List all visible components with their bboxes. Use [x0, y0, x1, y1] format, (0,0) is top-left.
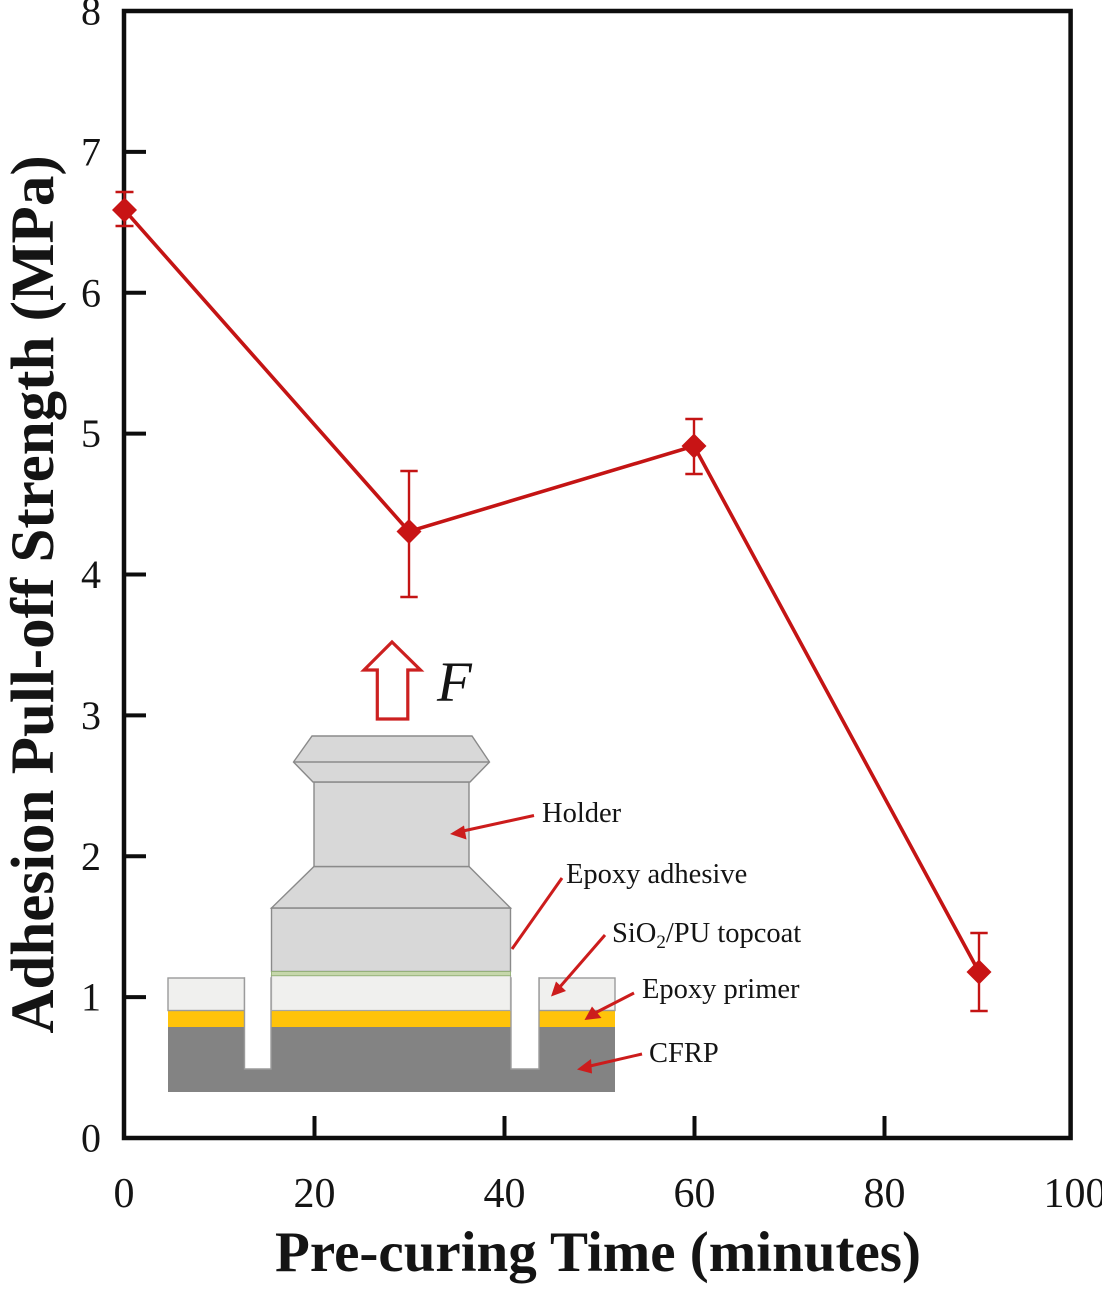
- svg-text:100: 100: [1044, 1171, 1102, 1217]
- svg-text:5: 5: [81, 411, 101, 456]
- svg-text:1: 1: [81, 975, 101, 1020]
- svg-text:7: 7: [81, 129, 101, 174]
- svg-text:20: 20: [294, 1171, 336, 1217]
- svg-text:6: 6: [81, 270, 101, 315]
- svg-text:80: 80: [864, 1171, 906, 1217]
- svg-text:8: 8: [81, 0, 101, 34]
- svg-text:0: 0: [81, 1116, 101, 1161]
- svg-text:Pre-curing Time (minutes): Pre-curing Time (minutes): [275, 1221, 921, 1284]
- svg-text:Epoxy adhesive: Epoxy adhesive: [566, 859, 747, 890]
- svg-text:Adhesion Pull-off Strength (MP: Adhesion Pull-off Strength (MPa): [0, 155, 67, 1033]
- svg-text:3: 3: [81, 693, 101, 738]
- svg-text:0: 0: [114, 1171, 135, 1217]
- svg-text:SiO2/PU topcoat: SiO2/PU topcoat: [612, 918, 801, 953]
- svg-text:40: 40: [484, 1171, 526, 1217]
- svg-text:2: 2: [81, 834, 101, 879]
- svg-text:CFRP: CFRP: [649, 1038, 719, 1069]
- svg-text:F: F: [436, 651, 473, 714]
- svg-text:Epoxy primer: Epoxy primer: [642, 974, 800, 1005]
- svg-text:60: 60: [674, 1171, 716, 1217]
- svg-text:4: 4: [81, 552, 101, 597]
- svg-text:Holder: Holder: [542, 798, 622, 829]
